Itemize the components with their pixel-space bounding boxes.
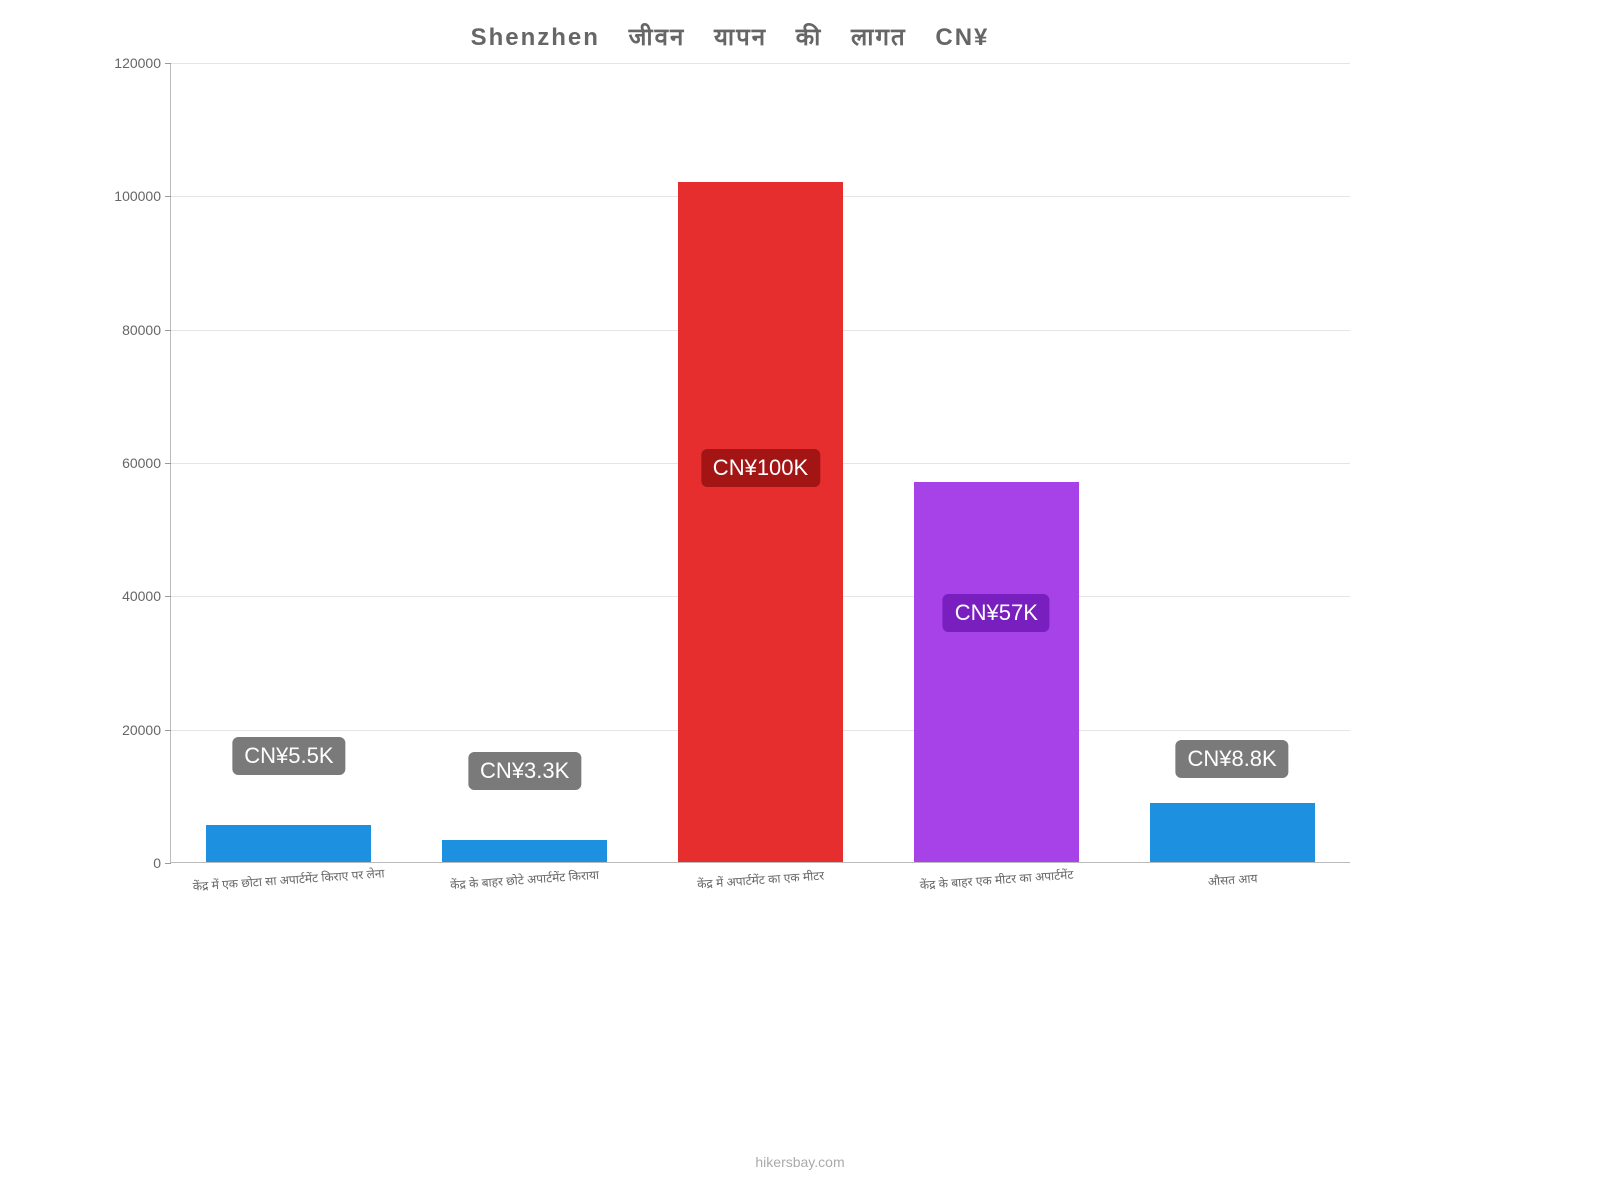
value-badge: CN¥57K xyxy=(943,594,1050,632)
y-tick-label: 60000 xyxy=(101,455,161,471)
chart-container: Shenzhen जीवन यापन की लागत CN¥ 020000400… xyxy=(90,20,1370,1020)
y-tick-label: 80000 xyxy=(101,322,161,338)
x-tick-label: केंद्र में अपार्टमेंट का एक मीटर xyxy=(697,867,825,893)
value-badge: CN¥3.3K xyxy=(468,752,581,790)
bar xyxy=(914,482,1079,862)
y-tick-label: 120000 xyxy=(101,55,161,71)
y-tickmark xyxy=(165,596,171,597)
bar xyxy=(442,840,607,862)
y-tick-label: 0 xyxy=(101,855,161,871)
x-tick-label: केंद्र के बाहर छोटे अपार्टमेंट किराया xyxy=(450,866,600,893)
y-tickmark xyxy=(165,330,171,331)
x-tick-label: औसत आय xyxy=(1207,869,1258,889)
y-tick-label: 20000 xyxy=(101,722,161,738)
gridline xyxy=(171,63,1350,64)
y-tick-label: 100000 xyxy=(101,188,161,204)
y-tickmark xyxy=(165,730,171,731)
y-tick-label: 40000 xyxy=(101,588,161,604)
y-tickmark xyxy=(165,196,171,197)
bar xyxy=(1150,803,1315,862)
plot-area: 020000400006000080000100000120000CN¥5.5K… xyxy=(170,63,1350,863)
y-tickmark xyxy=(165,463,171,464)
chart-title: Shenzhen जीवन यापन की लागत CN¥ xyxy=(90,20,1370,53)
y-tickmark xyxy=(165,63,171,64)
x-tick-label: केंद्र के बाहर एक मीटर का अपार्टमेंट xyxy=(919,866,1074,894)
value-badge: CN¥100K xyxy=(701,449,820,487)
bar xyxy=(206,825,371,862)
x-axis-labels: केंद्र में एक छोटा सा अपार्टमेंट किराए प… xyxy=(170,863,1350,923)
value-badge: CN¥5.5K xyxy=(232,737,345,775)
x-tick-label: केंद्र में एक छोटा सा अपार्टमेंट किराए प… xyxy=(192,864,385,894)
bar xyxy=(678,182,843,862)
value-badge: CN¥8.8K xyxy=(1175,740,1288,778)
footer-credit: hikersbay.com xyxy=(0,1154,1600,1170)
